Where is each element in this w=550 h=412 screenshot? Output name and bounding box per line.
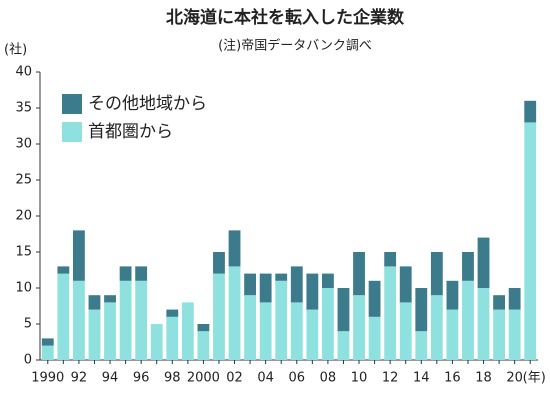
bar-segment bbox=[368, 316, 381, 360]
x-tick-label: 1990 bbox=[31, 371, 64, 386]
y-tick-label: 35 bbox=[15, 101, 32, 116]
bar-segment bbox=[119, 280, 132, 360]
x-axis-unit: (年) bbox=[523, 371, 546, 386]
bar-segment bbox=[477, 288, 490, 360]
x-tick-label: 08 bbox=[320, 371, 337, 386]
bar-segment bbox=[244, 295, 257, 360]
bar-segment bbox=[353, 252, 365, 296]
bar-segment bbox=[275, 273, 288, 281]
bar-segment bbox=[88, 309, 101, 360]
bar-segment bbox=[415, 288, 428, 332]
bar-segment bbox=[275, 280, 288, 360]
y-tick-label: 10 bbox=[15, 281, 32, 296]
bar-segment bbox=[213, 273, 225, 360]
chart-subtitle: (注)帝国データバンク調べ bbox=[218, 38, 372, 54]
x-tick-label: 16 bbox=[444, 371, 461, 386]
bar-segment bbox=[524, 100, 537, 123]
bar-segment bbox=[57, 273, 70, 360]
bar-segment bbox=[135, 266, 148, 281]
bar-segment bbox=[104, 302, 116, 360]
bar-segment bbox=[337, 288, 350, 332]
bar-segment bbox=[72, 230, 85, 281]
bar-segment bbox=[135, 280, 148, 360]
y-tick-label: 20 bbox=[15, 209, 32, 224]
x-tick-label: 92 bbox=[71, 371, 88, 386]
x-tick-label: 02 bbox=[226, 371, 243, 386]
bar-segment bbox=[197, 331, 210, 360]
y-tick-label: 15 bbox=[15, 245, 32, 260]
bar-segment bbox=[290, 302, 303, 360]
bar-segment bbox=[290, 266, 303, 303]
chart-title: 北海道に本社を転入した企業数 bbox=[166, 7, 405, 28]
x-tick-label: 94 bbox=[102, 371, 119, 386]
y-tick-label: 0 bbox=[24, 353, 32, 368]
x-tick-label: 20 bbox=[506, 371, 523, 386]
bar-segment bbox=[41, 345, 54, 360]
bar-segment bbox=[446, 309, 459, 360]
bar-segment bbox=[384, 266, 397, 360]
legend-label: その他地域から bbox=[88, 94, 207, 114]
bar-segment bbox=[57, 266, 70, 274]
bar-segment bbox=[259, 302, 272, 360]
bar-segment bbox=[508, 288, 521, 310]
bar-segment bbox=[150, 324, 163, 360]
bar-segment bbox=[228, 230, 241, 267]
bar-segment bbox=[430, 295, 443, 360]
bar-segment bbox=[415, 331, 428, 360]
x-tick-label: 14 bbox=[413, 371, 430, 386]
bar-segment bbox=[508, 309, 521, 360]
x-tick-label: 12 bbox=[382, 371, 399, 386]
bar-segment bbox=[88, 295, 101, 310]
bar-segment bbox=[213, 252, 225, 274]
y-tick-label: 25 bbox=[15, 173, 32, 188]
bar-segment bbox=[399, 266, 412, 303]
bar-segment bbox=[446, 280, 459, 310]
bar-segment bbox=[368, 280, 381, 317]
bar-segment bbox=[524, 122, 537, 361]
legend-swatch bbox=[62, 94, 82, 114]
bar-segment bbox=[259, 273, 272, 303]
bar-segment bbox=[244, 273, 257, 296]
x-tick-label: 18 bbox=[475, 371, 492, 386]
bar-segment bbox=[119, 266, 132, 281]
x-tick-label: 04 bbox=[257, 371, 274, 386]
bar-segment bbox=[197, 324, 210, 332]
y-tick-label: 40 bbox=[15, 65, 32, 80]
bar-segment bbox=[477, 237, 490, 288]
y-axis-label: (社) bbox=[4, 42, 27, 58]
x-tick-label: 98 bbox=[164, 371, 181, 386]
bar-segment bbox=[166, 309, 179, 317]
bar-segment bbox=[462, 252, 474, 281]
bar-segment bbox=[493, 309, 506, 360]
bar-segment bbox=[72, 280, 85, 360]
bar-segment bbox=[493, 295, 506, 310]
bar-segment bbox=[306, 273, 319, 310]
bar-segment bbox=[104, 295, 116, 303]
bar-segment bbox=[462, 280, 474, 360]
bar-segment bbox=[321, 273, 334, 288]
bar-segment bbox=[228, 266, 241, 360]
bar-segment bbox=[306, 309, 319, 360]
legend-label: 首都圏から bbox=[88, 122, 173, 142]
x-tick-label: 10 bbox=[351, 371, 368, 386]
bar-segment bbox=[166, 316, 179, 360]
x-tick-label: 2000 bbox=[187, 371, 220, 386]
bar-segment bbox=[41, 338, 54, 346]
bar-segment bbox=[337, 331, 350, 360]
y-tick-label: 5 bbox=[24, 317, 32, 332]
bar-segment bbox=[430, 252, 443, 296]
bar-segment bbox=[181, 302, 194, 360]
y-tick-label: 30 bbox=[15, 137, 32, 152]
bar-segment bbox=[399, 302, 412, 360]
bar-segment bbox=[384, 252, 397, 267]
bar-segment bbox=[321, 288, 334, 360]
legend-swatch bbox=[62, 122, 82, 142]
x-tick-label: 06 bbox=[289, 371, 306, 386]
x-tick-label: 96 bbox=[133, 371, 150, 386]
bar-segment bbox=[353, 295, 365, 360]
